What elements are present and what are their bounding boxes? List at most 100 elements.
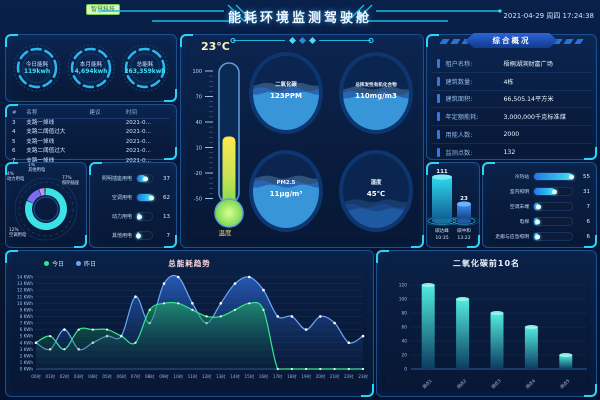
bar-row: 其他用电 7 [90, 226, 176, 245]
svg-text:1%: 1% [28, 163, 35, 168]
co2-rank-panel: 二氧化碳前10名 0 20 40 60 80 100 120 测点1 测点2 测点3 测点4 测点5 [376, 250, 597, 397]
svg-text:其他用电: 其他用电 [28, 166, 46, 173]
alarm-row[interactable]: 4 支路二阈值过大 2021-0... [12, 128, 170, 137]
bar-row: 空调用电 62 [90, 188, 176, 207]
energy-ring-label: 本月能耗 [79, 62, 103, 68]
carbon-cylinders-panel: 111 碳达峰 10:35 23 碳中和 13:22 [423, 162, 480, 248]
svg-text:100: 100 [399, 297, 407, 303]
bar-label: 动力用电 [111, 214, 132, 220]
svg-text:08时: 08时 [145, 373, 155, 379]
legend-label: 今日 [52, 261, 65, 268]
trend-legend: 今日 昨日 [44, 259, 96, 268]
alarm-cell: 6 [12, 148, 16, 155]
svg-text:-50: -50 [194, 197, 202, 203]
liquid-gauge: 湿度 45℃ [335, 145, 417, 237]
bar-label: 电梯 [519, 220, 529, 225]
svg-text:14 KWh: 14 KWh [17, 275, 33, 280]
svg-text:动力用电: 动力用电 [7, 175, 25, 182]
svg-text:09时: 09时 [159, 373, 169, 379]
alarm-cell: 支路二阈值过大 [26, 129, 66, 136]
environment-panel: 23°C 100 70 40 10 -20 -50 温度 二氧化碳 123PPM 总挥发性有机… [180, 34, 424, 248]
svg-text:123PPM: 123PPM [270, 92, 302, 100]
bar-fill [534, 173, 572, 180]
bar-value: 55 [583, 173, 590, 180]
energy-summary-panel: 今日能耗 119kwh 本月能耗 4,694kwh 总能耗 263,359kwh [5, 34, 177, 102]
energy-ring-value: 4,694kwh [74, 68, 108, 75]
svg-text:03时: 03时 [74, 373, 84, 379]
svg-text:18时: 18时 [287, 373, 297, 379]
alarm-col-header: # [12, 110, 17, 116]
alarm-table-panel: # 名称 建议 时间 3 支路一掉线 2021-0... 4 支路二阈值过大 2021-0... 5… [5, 104, 177, 164]
bar-track [136, 231, 153, 240]
svg-text:23: 23 [460, 196, 468, 202]
bar-value: 7 [586, 203, 591, 210]
legend-item[interactable]: 今日 [44, 259, 64, 268]
energy-ring: 本月能耗 4,694kwh [65, 40, 117, 96]
bar-label: 室内照明 [509, 190, 529, 195]
svg-text:11时: 11时 [188, 373, 198, 379]
bar-track [533, 202, 573, 211]
svg-text:02时: 02时 [60, 373, 70, 379]
svg-text:4 KWh: 4 KWh [20, 340, 34, 345]
bar-row: 空调末端 7 [483, 199, 596, 214]
legend-item[interactable]: 昨日 [76, 259, 96, 268]
alarm-row[interactable]: 6 支路二阈值过大 2021-0... [12, 147, 170, 156]
overview-label: 建筑数量: [445, 78, 473, 86]
energy-pie-panel: 77% 照明插座 12% 空调用电 4% 动力用电 1% 其他用电 [5, 162, 87, 248]
datetime: 2021-04-29 周四 17:24:38 [503, 12, 594, 20]
overview-row: 建筑面积: 66,505.14平方米 [431, 91, 592, 109]
alarm-cell: 支路二阈值过大 [26, 148, 66, 155]
svg-text:17时: 17时 [273, 373, 283, 379]
bar-fill [137, 175, 146, 182]
bar-value: 13 [163, 213, 170, 220]
brand-badge[interactable]: 智慧科技 [86, 4, 121, 15]
overview-row: 监测点数: 132 [431, 144, 592, 161]
svg-text:11μg/m³: 11μg/m³ [270, 190, 303, 198]
svg-text:22时: 22时 [344, 373, 354, 379]
alarm-cell [89, 128, 125, 137]
overview-label: 用能人数: [445, 132, 473, 140]
overview-value: 梧桐湖滨财富广场 [503, 60, 554, 68]
alarm-col-header: 名称 [26, 110, 38, 116]
svg-text:80: 80 [402, 311, 408, 317]
liquid-gauge: PM2.5 11μg/m³ [245, 145, 327, 237]
alarm-col-header: 建议 [89, 110, 101, 116]
alarm-row[interactable]: 7 支路一掉线 2021-0... [12, 157, 170, 166]
alarm-row[interactable]: 5 支路一掉线 2021-0... [12, 138, 170, 147]
svg-text:16时: 16时 [259, 373, 269, 379]
energy-trend-panel: 今日 昨日 总能耗趋势 0 KWh 1 KWh 2 KWh 3 KWh 4 KWh 5 KW… [5, 250, 374, 397]
svg-text:10:35: 10:35 [435, 235, 448, 241]
svg-text:测点1: 测点1 [421, 377, 434, 390]
svg-text:0: 0 [404, 367, 407, 373]
svg-text:0 KWh: 0 KWh [20, 367, 34, 372]
bar-label: 空调末端 [509, 205, 529, 210]
svg-text:07时: 07时 [131, 373, 141, 379]
svg-text:6 KWh: 6 KWh [20, 327, 34, 332]
legend-dot [44, 261, 49, 266]
svg-text:19时: 19时 [301, 373, 311, 379]
energy-ring-label: 总能耗 [136, 62, 154, 68]
svg-text:空调用电: 空调用电 [9, 231, 27, 238]
bar-label: 冷热站 [514, 175, 529, 180]
legend-label: 昨日 [84, 261, 97, 268]
svg-text:21时: 21时 [330, 373, 340, 379]
overview-value: 4栋 [503, 78, 514, 86]
alarm-col-header: 时间 [125, 110, 137, 116]
bar-label: 其他用电 [111, 233, 132, 239]
bar-fill [534, 188, 556, 195]
bar-fill [137, 194, 152, 201]
svg-text:碳达峰: 碳达峰 [435, 227, 449, 234]
bar-row: 电梯 6 [483, 214, 596, 229]
svg-text:8 KWh: 8 KWh [20, 314, 34, 319]
svg-text:23时: 23时 [358, 373, 368, 379]
svg-text:11 KWh: 11 KWh [17, 294, 33, 299]
alarm-row[interactable]: 3 支路一掉线 2021-0... [12, 119, 170, 128]
alarm-cell: 5 [12, 138, 16, 145]
svg-text:45℃: 45℃ [367, 190, 385, 198]
bar-label: 走廊与应急照明 [495, 235, 529, 240]
alarm-cell: 2021-0... [125, 148, 151, 155]
energy-ring: 总能耗 263,359kwh [119, 40, 171, 96]
tab-wing-left [439, 39, 471, 44]
svg-text:20: 20 [402, 353, 408, 359]
